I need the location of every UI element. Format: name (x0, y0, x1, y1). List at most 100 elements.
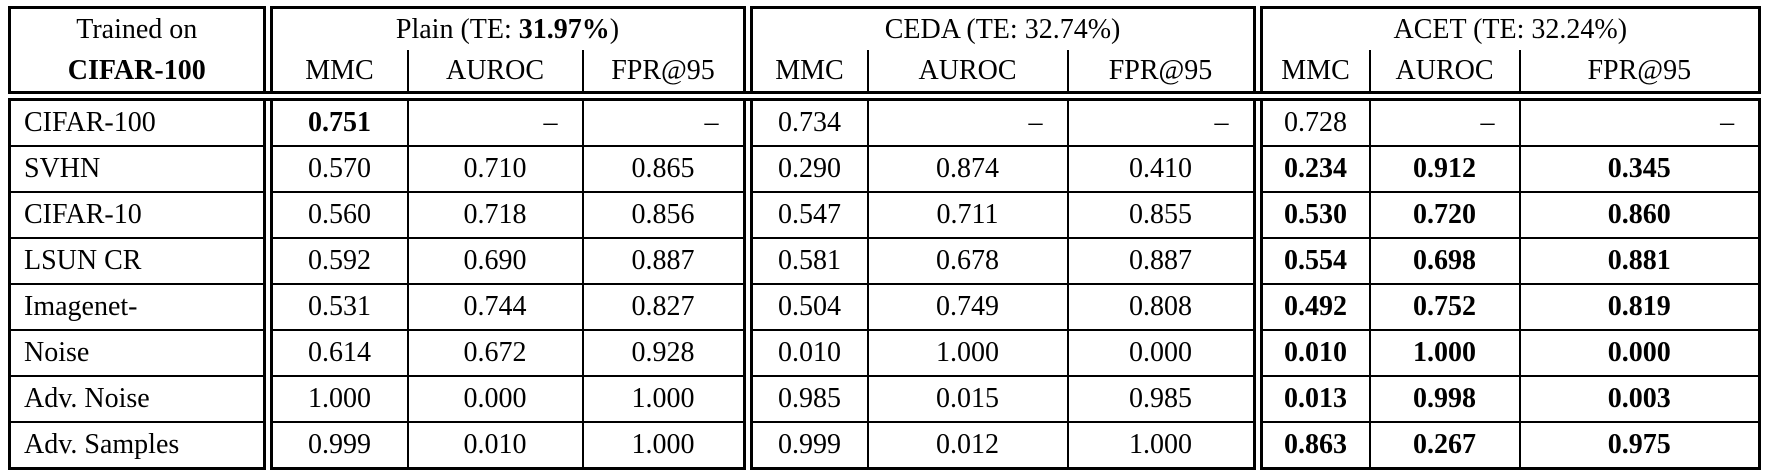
metric-cell: 0.912 (1368, 145, 1520, 192)
metric-cell: 0.718 (406, 191, 583, 238)
metric-cell: 0.711 (866, 191, 1068, 238)
metric-cell: 0.819 (1518, 283, 1760, 330)
metric-cell: 0.614 (262, 329, 408, 376)
metric-cell: 0.013 (1252, 375, 1370, 422)
results-table-body: CIFAR-100 0.751– –0.734– –0.728– – SVHN 0.570 0… (9, 95, 1760, 469)
metric-cell: 0.504 (742, 283, 868, 330)
empty-metric-cell: – (1368, 95, 1520, 146)
metric-cell: 0.000 (1518, 329, 1760, 376)
row-label: CIFAR-10 (9, 191, 268, 238)
row-label: SVHN (9, 145, 268, 192)
metric-cell: 0.492 (1252, 283, 1370, 330)
metric-header-fpr95: FPR@95 (581, 50, 748, 101)
table-row: LSUN CR 0.592 0.690 0.887 0.581 0.678 0.887 0.5… (9, 237, 1760, 284)
metric-cell: 0.547 (742, 191, 868, 238)
metric-cell: 0.985 (1066, 375, 1258, 422)
metric-header-auroc: AUROC (406, 50, 583, 101)
metric-cell: 0.560 (262, 191, 408, 238)
metric-cell: 0.998 (1368, 375, 1520, 422)
metric-cell: 0.855 (1066, 191, 1258, 238)
table-row: Imagenet- 0.531 0.744 0.827 0.504 0.749 0.808 0… (9, 283, 1760, 330)
metric-cell: 0.887 (581, 237, 748, 284)
metric-cell: 0.690 (406, 237, 583, 284)
metric-cell: 1.000 (1066, 421, 1258, 469)
metric-header-row: CIFAR-100 MMC AUROC FPR@95 MMC AUROC FPR… (9, 50, 1760, 101)
metric-cell: 0.710 (406, 145, 583, 192)
metric-header-fpr95: FPR@95 (1518, 50, 1760, 101)
metric-cell: 0.860 (1518, 191, 1760, 238)
table-row: Adv. Samples 0.999 0.010 1.000 0.999 0.012 1.0… (9, 421, 1760, 469)
metric-cell: 0.856 (581, 191, 748, 238)
metric-cell: 0.010 (742, 329, 868, 376)
metric-cell: 0.012 (866, 421, 1068, 469)
metric-cell: 0.010 (406, 421, 583, 469)
metric-header-fpr95: FPR@95 (1066, 50, 1258, 101)
table-row: SVHN 0.570 0.710 0.865 0.290 0.874 0.410 0.234 0… (9, 145, 1760, 192)
group-header-plain: Plain (TE: 31.97%) (262, 7, 748, 50)
table-row: Noise 0.614 0.672 0.928 0.010 1.000 0.000 0.010… (9, 329, 1760, 376)
metric-cell: 0.999 (742, 421, 868, 469)
metric-cell: 0.752 (1368, 283, 1520, 330)
row-label: Adv. Noise (9, 375, 268, 422)
row-label: CIFAR-100 (9, 95, 268, 146)
table-row: CIFAR-100 0.751– –0.734– –0.728– – (9, 95, 1760, 146)
metric-header-mmc: MMC (262, 50, 408, 101)
metric-cell: 1.000 (1368, 329, 1520, 376)
group-label: CEDA (TE: (884, 13, 1025, 45)
metric-cell: 0.808 (1066, 283, 1258, 330)
metric-cell: 0.734 (742, 95, 868, 146)
group-label: Plain (TE: (395, 13, 519, 45)
group-label: ACET (TE: (1393, 13, 1532, 45)
group-label-close: ) (609, 13, 620, 45)
metric-cell: 0.581 (742, 237, 868, 284)
empty-metric-cell: – (581, 95, 748, 146)
metric-cell: 0.345 (1518, 145, 1760, 192)
group-header-row: Trained on Plain (TE: 31.97%) CEDA (TE: … (10, 7, 1760, 50)
group-header-ceda: CEDA (TE: 32.74%) (742, 7, 1258, 50)
results-table: Trained on Plain (TE: 31.97%) CEDA (TE: … (8, 6, 1762, 470)
test-error-value: 32.24% (1531, 13, 1618, 45)
metric-header-mmc: MMC (742, 50, 868, 101)
metric-cell: 1.000 (581, 421, 748, 469)
metric-cell: 0.863 (1252, 421, 1370, 469)
metric-cell: 0.003 (1518, 375, 1760, 422)
metric-cell: 1.000 (866, 329, 1068, 376)
metric-cell: 0.887 (1066, 237, 1258, 284)
metric-cell: 1.000 (262, 375, 408, 422)
metric-header-auroc: AUROC (866, 50, 1068, 101)
metric-cell: 0.999 (262, 421, 408, 469)
metric-cell: 0.000 (406, 375, 583, 422)
metric-cell: 0.672 (406, 329, 583, 376)
metric-cell: 0.678 (866, 237, 1068, 284)
metric-cell: 0.015 (866, 375, 1068, 422)
corner-header-dataset: CIFAR-100 (9, 50, 268, 101)
metric-cell: 0.749 (866, 283, 1068, 330)
metric-cell: 0.698 (1368, 237, 1520, 284)
metric-cell: 0.827 (581, 283, 748, 330)
corner-header-trained-on: Trained on (76, 13, 198, 45)
table-row: CIFAR-10 0.560 0.718 0.856 0.547 0.711 0.855 0.… (9, 191, 1760, 238)
metric-cell: 0.570 (262, 145, 408, 192)
group-header-acet: ACET (TE: 32.24%) (1252, 7, 1760, 50)
metric-cell: 0.720 (1368, 191, 1520, 238)
metric-cell: 0.010 (1252, 329, 1370, 376)
empty-metric-cell: – (1518, 95, 1760, 146)
group-label-close: ) (1111, 13, 1121, 45)
metric-cell: 0.928 (581, 329, 748, 376)
empty-metric-cell: – (406, 95, 583, 146)
metric-cell: 0.874 (866, 145, 1068, 192)
metric-cell: 0.531 (262, 283, 408, 330)
metric-cell: 0.530 (1252, 191, 1370, 238)
metric-cell: 0.985 (742, 375, 868, 422)
metric-cell: 0.865 (581, 145, 748, 192)
row-label: Adv. Samples (9, 421, 268, 469)
test-error-value: 31.97% (518, 13, 610, 45)
metric-cell: 0.751 (262, 95, 408, 146)
metric-cell: 0.234 (1252, 145, 1370, 192)
empty-metric-cell: – (1066, 95, 1258, 146)
metric-cell: 0.000 (1066, 329, 1258, 376)
empty-metric-cell: – (866, 95, 1068, 146)
metric-cell: 0.554 (1252, 237, 1370, 284)
group-label-close: ) (1617, 13, 1628, 45)
metric-cell: 0.592 (262, 237, 408, 284)
